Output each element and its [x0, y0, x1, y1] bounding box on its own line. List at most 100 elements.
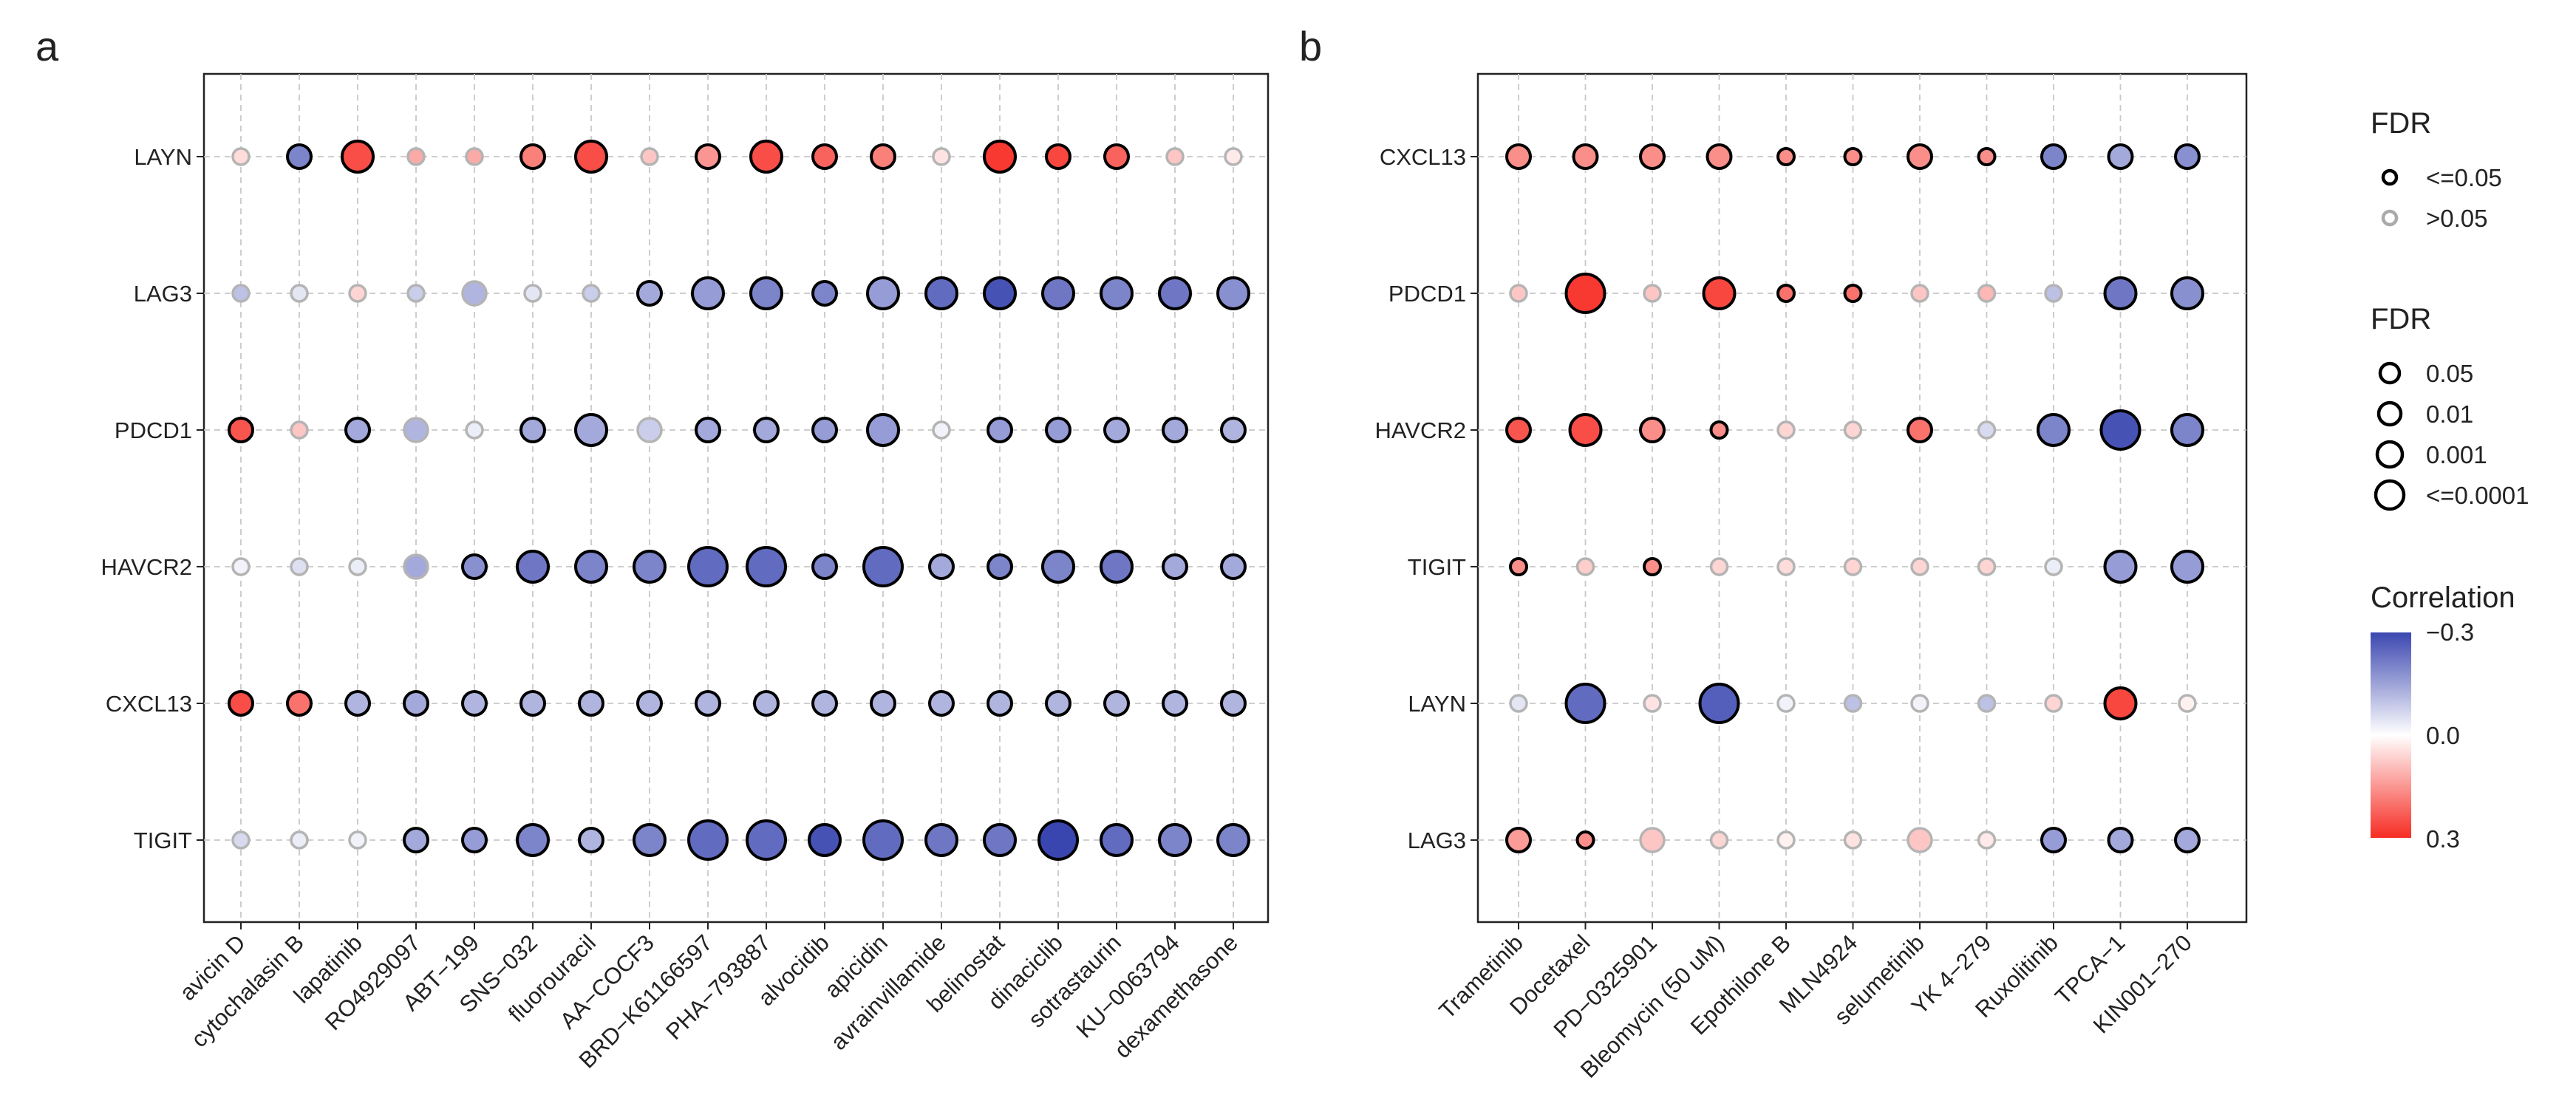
dot-a-cxcl13-16	[1162, 690, 1188, 717]
dot-a-lag3-3	[406, 284, 426, 303]
dot-a-havcr2-3	[403, 553, 429, 580]
dot-a-havcr2-0	[231, 557, 251, 576]
dot-a-tigit-9	[746, 819, 787, 861]
dot-b-havcr2-10	[2170, 413, 2204, 447]
dot-b-layn-1	[1564, 683, 1606, 724]
legend: FDR <=0.05 >0.05 FDR 0.05 0.01 0.001 <=0…	[2371, 107, 2529, 853]
dot-b-havcr2-4	[1776, 420, 1796, 440]
dot-b-tigit-1	[1575, 557, 1595, 576]
dot-a-lag3-13	[983, 276, 1017, 310]
dot-a-lag3-16	[1158, 276, 1192, 310]
dot-a-lag3-8	[691, 276, 725, 310]
dot-a-layn-3	[406, 147, 426, 166]
dot-b-cxcl13-1	[1572, 143, 1599, 170]
dot-a-lag3-9	[749, 276, 783, 310]
panel-b-frame	[1476, 72, 2248, 924]
dot-a-lag3-5	[523, 284, 542, 303]
y-tick-label: LAYN	[1408, 691, 1466, 717]
legend-fdr-size-label-1: 0.01	[2426, 400, 2473, 428]
dot-a-tigit-13	[983, 823, 1017, 857]
dot-a-layn-9	[749, 140, 783, 174]
dot-a-lag3-1	[290, 284, 309, 303]
dot-a-havcr2-13	[987, 553, 1013, 580]
dot-a-pdcd1-16	[1162, 417, 1188, 443]
dot-a-layn-5	[519, 143, 546, 170]
dot-a-cxcl13-3	[403, 690, 429, 717]
dot-a-layn-17	[1224, 147, 1243, 166]
dot-b-pdcd1-0	[1509, 284, 1528, 303]
dot-a-layn-1	[286, 143, 313, 170]
dot-b-havcr2-3	[1709, 420, 1729, 440]
dot-b-pdcd1-3	[1702, 276, 1737, 310]
dot-a-layn-12	[932, 147, 951, 166]
dot-a-lag3-0	[231, 284, 251, 303]
dot-a-havcr2-17	[1220, 553, 1247, 580]
dot-a-layn-14	[1045, 143, 1071, 170]
dot-a-cxcl13-7	[636, 690, 663, 717]
dot-a-pdcd1-11	[866, 413, 900, 447]
dot-a-pdcd1-9	[753, 417, 780, 443]
dot-a-layn-15	[1103, 143, 1130, 170]
dot-b-cxcl13-6	[1907, 143, 1933, 170]
dot-a-layn-11	[870, 143, 896, 170]
y-tick-label: LAG3	[134, 281, 192, 307]
dot-a-havcr2-4	[461, 553, 488, 580]
dot-a-tigit-1	[290, 830, 309, 850]
dot-b-pdcd1-7	[1977, 284, 1997, 303]
dot-a-havcr2-8	[687, 546, 729, 587]
dot-b-pdcd1-6	[1910, 284, 1929, 303]
dot-a-tigit-15	[1100, 823, 1134, 857]
dot-a-tigit-17	[1216, 823, 1250, 857]
dot-a-pdcd1-8	[695, 417, 721, 443]
dot-a-layn-7	[640, 147, 659, 166]
dot-b-havcr2-0	[1505, 417, 1532, 443]
dot-a-cxcl13-9	[753, 690, 780, 717]
dot-b-tigit-10	[2170, 550, 2204, 584]
dot-a-tigit-11	[862, 819, 904, 861]
dot-a-tigit-6	[578, 827, 604, 853]
dot-a-pdcd1-15	[1103, 417, 1130, 443]
dot-b-tigit-7	[1977, 557, 1997, 576]
colorbar-label-top: −0.3	[2426, 618, 2474, 646]
dot-a-tigit-2	[348, 830, 367, 850]
dot-b-layn-10	[2178, 694, 2197, 713]
dot-a-lag3-11	[866, 276, 900, 310]
dot-a-cxcl13-15	[1103, 690, 1130, 717]
y-tick-label: TIGIT	[1408, 554, 1466, 580]
dot-a-tigit-0	[231, 830, 251, 850]
dot-b-cxcl13-2	[1639, 143, 1666, 170]
dot-b-havcr2-8	[2037, 413, 2071, 447]
dot-b-lag3-8	[2040, 827, 2067, 853]
dot-b-lag3-4	[1776, 830, 1796, 850]
dot-a-pdcd1-7	[636, 417, 663, 443]
y-tick-label: CXCL13	[106, 691, 192, 717]
legend-fdr-sig-key-0	[2381, 168, 2399, 186]
dot-a-layn-0	[231, 147, 251, 166]
dot-a-pdcd1-2	[344, 417, 371, 443]
dot-a-pdcd1-10	[811, 417, 838, 443]
dot-b-lag3-5	[1843, 830, 1863, 850]
panel-b-plot: CXCL13PDCD1HAVCR2TIGITLAYNLAG3Trametinib…	[1375, 72, 2248, 1083]
dot-a-cxcl13-2	[344, 690, 371, 717]
dot-a-lag3-4	[461, 280, 488, 307]
dot-a-cxcl13-13	[987, 690, 1013, 717]
dot-a-lag3-10	[811, 280, 838, 307]
dot-a-cxcl13-10	[811, 690, 838, 717]
colorbar-label-mid: 0.0	[2426, 722, 2460, 749]
dot-a-tigit-4	[461, 827, 488, 853]
dot-b-havcr2-6	[1907, 417, 1933, 443]
dot-a-tigit-8	[687, 819, 729, 861]
dot-a-havcr2-9	[746, 546, 787, 587]
dot-b-lag3-9	[2107, 827, 2134, 853]
dot-b-layn-3	[1698, 683, 1740, 724]
dot-a-pdcd1-14	[1045, 417, 1071, 443]
dot-a-havcr2-15	[1100, 550, 1134, 584]
dot-a-lag3-14	[1041, 276, 1075, 310]
dot-a-lag3-6	[582, 284, 601, 303]
dot-b-layn-6	[1910, 694, 1929, 713]
dot-a-pdcd1-4	[465, 420, 484, 440]
dot-b-tigit-3	[1709, 557, 1729, 576]
legend-fdr-sig-label-1: >0.05	[2426, 205, 2488, 232]
dot-a-tigit-5	[516, 823, 550, 857]
